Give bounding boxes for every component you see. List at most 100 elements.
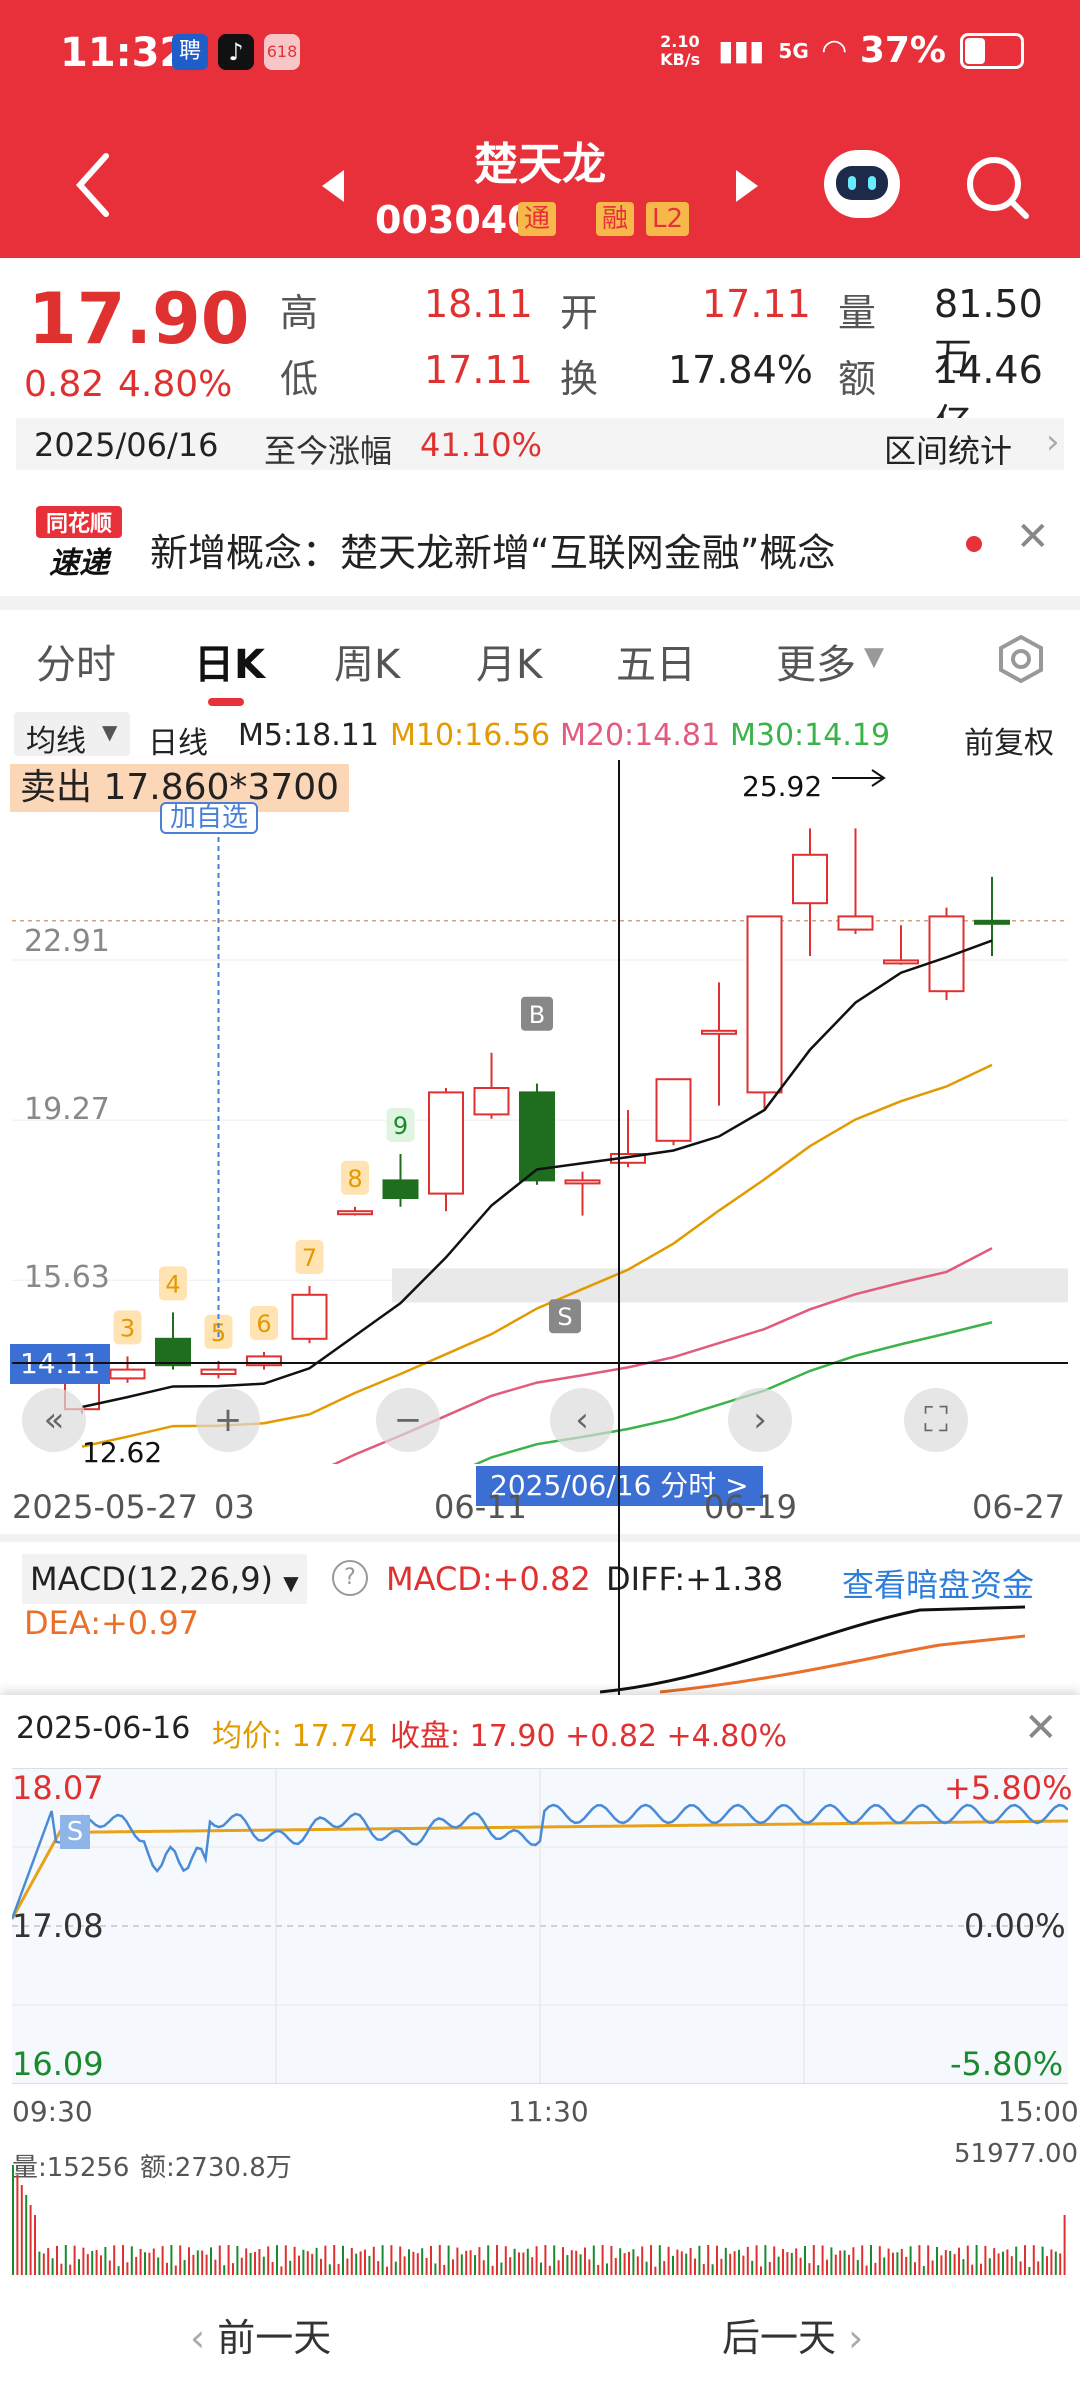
- tab-weekly-k[interactable]: 周K: [334, 642, 401, 688]
- volume-bar: [874, 2262, 877, 2275]
- tab-more[interactable]: 更多: [776, 642, 856, 688]
- prev-day-button[interactable]: ‹ 前一天: [190, 2316, 332, 2360]
- settings-icon[interactable]: [996, 634, 1046, 684]
- close-popup-icon[interactable]: ✕: [1024, 1705, 1058, 1751]
- volume-bar: [548, 2265, 551, 2275]
- prev-stock-icon[interactable]: [318, 168, 348, 204]
- tab-fenshi[interactable]: 分时: [36, 642, 116, 688]
- low-label: 低: [280, 357, 319, 401]
- volume-bar: [82, 2247, 85, 2275]
- volume-bar: [438, 2245, 441, 2275]
- ma-select[interactable]: 均线 ▼: [14, 712, 130, 759]
- kline-chart[interactable]: 3456789BS: [12, 760, 1068, 1464]
- volume-bar: [289, 2260, 292, 2275]
- volume-bar: [166, 2262, 168, 2275]
- zoom-out-icon[interactable]: −: [376, 1388, 440, 1452]
- ths-logo: 同花顺 速递: [36, 506, 122, 581]
- date-label-3: 06-11: [434, 1488, 527, 1526]
- tab-daily-k[interactable]: 日K: [194, 642, 265, 688]
- move-right-icon[interactable]: ›: [728, 1388, 792, 1452]
- adjust-type[interactable]: 前复权: [964, 726, 1054, 761]
- td-mark-bg-5: [204, 1314, 233, 1349]
- volume-bar: [320, 2258, 322, 2275]
- volume-bar: [949, 2250, 952, 2275]
- zoom-left-double-icon[interactable]: «: [22, 1388, 86, 1452]
- ma10-value: M10:16.56: [390, 718, 551, 753]
- fullscreen-icon[interactable]: ⛶: [904, 1388, 968, 1452]
- open-label: 开: [560, 291, 599, 335]
- network-type: 5G: [778, 38, 809, 63]
- macd-select[interactable]: MACD(12,26,9) ▼: [22, 1554, 307, 1604]
- volume-bar: [342, 2245, 344, 2275]
- volume-bar: [249, 2252, 252, 2275]
- avg-price-line: [12, 1819, 1068, 1920]
- intraday-chart[interactable]: [12, 1768, 1068, 2084]
- tab-five-day[interactable]: 五日: [616, 642, 696, 688]
- volume-bar: [742, 2255, 745, 2275]
- volume-bar: [729, 2253, 732, 2275]
- volume-bar: [254, 2252, 256, 2275]
- buy-mark: B: [529, 1001, 545, 1029]
- volume-bar: [403, 2256, 406, 2275]
- volume-bars: [12, 2165, 1066, 2275]
- volume-bar: [808, 2263, 811, 2275]
- volume-bar: [42, 2253, 45, 2275]
- tag-l2: L2: [646, 202, 690, 236]
- next-stock-icon[interactable]: [732, 168, 762, 204]
- volume-bar: [452, 2259, 454, 2275]
- move-left-icon[interactable]: ‹: [550, 1388, 614, 1452]
- volume-bar: [878, 2246, 881, 2275]
- gain-value: 41.10%: [420, 426, 543, 464]
- volume-bar: [971, 2264, 974, 2275]
- robot-assistant-icon[interactable]: [824, 150, 900, 218]
- volume-bar: [707, 2245, 710, 2275]
- news-text: 新增概念：楚天龙新增“互联网金融”概念: [150, 531, 836, 575]
- volume-bar: [790, 2252, 793, 2275]
- back-icon[interactable]: [72, 150, 112, 220]
- candle-body-4: [246, 1355, 282, 1367]
- tab-indicator: [208, 698, 244, 706]
- candle-body-3: [200, 1368, 237, 1375]
- volume-bar: [170, 2245, 173, 2275]
- caret-down-icon: ▼: [864, 642, 884, 672]
- td-mark-7: 7: [302, 1244, 317, 1272]
- close-icon[interactable]: ✕: [1016, 514, 1050, 560]
- dark-pool-link[interactable]: 查看暗盘资金: [842, 1566, 1035, 1604]
- current-price: 17.90: [28, 278, 250, 360]
- next-day-button[interactable]: 后一天 ›: [722, 2316, 864, 2360]
- zoom-in-icon[interactable]: +: [196, 1388, 260, 1452]
- ma5-value: M5:18.11: [238, 718, 379, 753]
- volume-bar: [685, 2253, 688, 2275]
- candle-body-7: [382, 1179, 419, 1199]
- volume-bar: [425, 2258, 428, 2275]
- diff-value: DIFF:+1.38: [606, 1560, 784, 1598]
- volume-bar: [399, 2246, 402, 2275]
- intraday-top: 18.07: [12, 1769, 104, 1807]
- intraday-top-pct: +5.80%: [944, 1769, 1073, 1807]
- open-value: 17.11: [702, 282, 811, 326]
- search-icon[interactable]: [964, 154, 1030, 220]
- volume-bar: [628, 2251, 630, 2275]
- volume-bar: [456, 2247, 459, 2275]
- line-type[interactable]: 日线: [148, 726, 208, 761]
- volume-value: 81.50万: [934, 282, 1043, 379]
- volume-bar: [421, 2248, 424, 2275]
- range-bar[interactable]: 2025/06/16 至今涨幅 41.10% 区间统计 ›: [16, 418, 1064, 470]
- tab-monthly-k[interactable]: 月K: [476, 642, 543, 688]
- volume-bar: [47, 2248, 50, 2275]
- volume-bar: [702, 2264, 705, 2275]
- volume-bar: [122, 2245, 124, 2275]
- volume-bar: [900, 2248, 903, 2275]
- news-banner[interactable]: 同花顺 速递 新增概念：楚天龙新增“互联网金融”概念 ✕: [0, 484, 1080, 590]
- volume-bar: [720, 2258, 723, 2275]
- volume-bar: [861, 2245, 864, 2275]
- help-icon[interactable]: ?: [332, 1560, 368, 1596]
- volume-bar: [610, 2245, 613, 2275]
- volume-bar: [821, 2245, 824, 2275]
- volume-bar: [760, 2266, 762, 2275]
- range-stats-link[interactable]: 区间统计: [884, 432, 1013, 470]
- volume-bar: [1054, 2251, 1057, 2275]
- volume-bar: [262, 2256, 265, 2275]
- volume-bar: [672, 2255, 674, 2275]
- volume-bar: [95, 2249, 98, 2275]
